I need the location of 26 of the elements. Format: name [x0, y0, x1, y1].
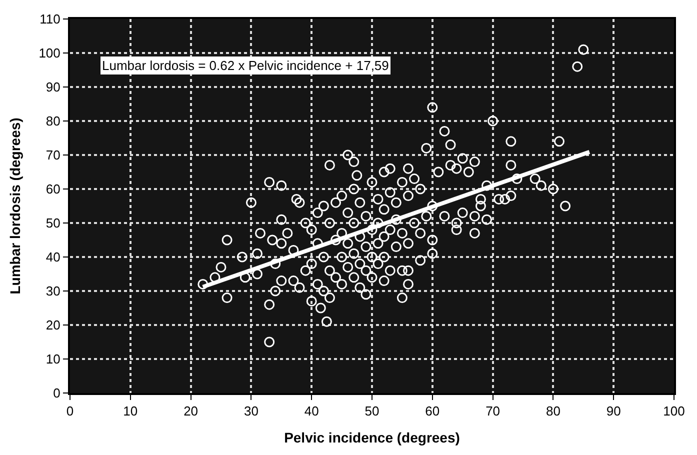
x-tick-label: 30: [244, 404, 258, 419]
x-tick-label: 40: [304, 404, 319, 419]
x-tick-label: 0: [66, 404, 74, 419]
y-tick-label: 40: [46, 250, 60, 265]
y-tick-label: 10: [46, 352, 60, 367]
y-tick-label: 90: [46, 80, 60, 95]
x-tick-label: 20: [184, 404, 198, 419]
x-tick-label: 70: [486, 404, 500, 419]
x-tick-label: 100: [663, 404, 685, 419]
x-tick-label: 60: [425, 404, 440, 419]
y-tick-label: 110: [40, 12, 60, 27]
y-tick-label: 60: [46, 182, 60, 197]
y-tick-label: 80: [46, 114, 60, 129]
y-tick-label: 0: [53, 386, 60, 401]
x-tick-label: 90: [606, 404, 621, 419]
y-tick-label: 30: [46, 284, 60, 299]
y-axis-title: Lumbar lordosis (degrees): [6, 118, 23, 294]
annotation: Lumbar lordosis = 0.62 x Pelvic incidence + 17,59: [102, 58, 389, 73]
x-tick-label: 50: [364, 404, 380, 419]
y-tick-label: 50: [46, 216, 60, 231]
y-tick-label: 70: [46, 148, 60, 163]
x-tick-label: 80: [546, 404, 560, 419]
x-axis-title: Pelvic incidence (degrees): [284, 429, 460, 446]
y-tick-label: 100: [38, 46, 60, 61]
y-tick-label: 20: [46, 318, 60, 333]
x-tick-label: 10: [123, 404, 138, 419]
